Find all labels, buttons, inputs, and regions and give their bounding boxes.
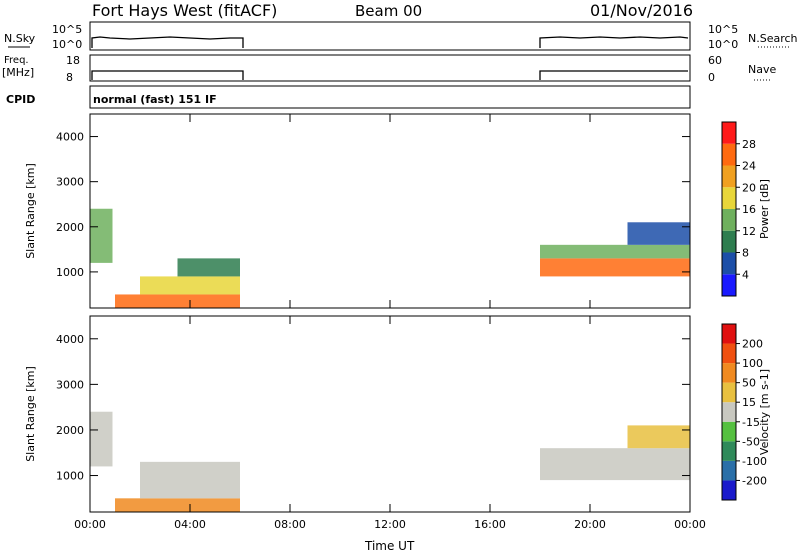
velocity-colorbar-tick-label: -15: [742, 416, 760, 429]
velocity-colorbar-frame: [721, 323, 737, 501]
power-colorbar-tick-label: 24: [742, 160, 756, 173]
velocity-colorbar-tick-label: 200: [742, 338, 763, 351]
power-colorbar-swatch: [722, 187, 736, 209]
power-ytick-label: 4000: [56, 131, 84, 144]
power-data-block: [140, 276, 240, 295]
power-colorbar-label: Power [dB]: [758, 179, 771, 239]
velocity-colorbar-tick-label: -100: [742, 455, 767, 468]
velocity-colorbar-label: Velocity [m s-1]: [758, 369, 771, 455]
velocity-colorbar-swatch: [722, 382, 736, 403]
power-data-block: [177, 258, 240, 277]
nsearch-label: N.Search: [748, 32, 798, 45]
freq-label-1: Freq.: [4, 55, 29, 66]
velocity-ytick-label: 3000: [56, 378, 84, 391]
velocity-xtick-label: 00:00: [674, 518, 706, 531]
velocity-panel: 1000 2000 3000 4000 00:00 04:00 08:00 12:00 16:0…: [24, 315, 771, 531]
velocity-data-block: [140, 461, 240, 499]
power-colorbar-swatch: [722, 143, 736, 166]
velocity-xtick-label: 20:00: [574, 518, 606, 531]
velocity-colorbar-tick-label: 100: [742, 357, 763, 370]
power-colorbar-tick-label: 8: [742, 247, 749, 260]
power-data-block: [90, 208, 113, 263]
power-data-block: [540, 244, 690, 259]
power-colorbar-swatch: [722, 165, 736, 188]
power-colorbar-swatch: [722, 274, 736, 296]
velocity-data-block: [540, 448, 690, 481]
nsky-label: N.Sky: [4, 32, 36, 45]
nsearch-tick-bottom: 10^0: [708, 38, 738, 51]
velocity-xtick-label: 08:00: [274, 518, 306, 531]
velocity-colorbar-swatch: [722, 480, 736, 500]
velocity-data-block: [90, 411, 113, 467]
x-axis-title: Time UT: [364, 539, 415, 553]
power-colorbar-tick-label: 20: [742, 181, 756, 194]
nsearch-tick-top: 10^5: [708, 23, 738, 36]
power-data-block: [627, 222, 690, 245]
nsky-trace-evening: [539, 36, 689, 48]
freq-panel: Freq. [MHz] 18 8 60 0 Nave: [2, 54, 776, 84]
velocity-xtick-label: 12:00: [374, 518, 406, 531]
velocity-colorbar-swatch: [722, 460, 736, 481]
velocity-ylabel: Slant Range [km]: [24, 366, 37, 462]
power-colorbar-tick-label: 16: [742, 203, 756, 216]
power-colorbar-swatch: [722, 230, 736, 253]
power-colorbar-swatch: [722, 209, 736, 231]
beam-title: Beam 00: [355, 2, 422, 20]
velocity-colorbar-swatch: [722, 421, 736, 442]
velocity-colorbar-swatch: [722, 402, 736, 422]
velocity-colorbar-swatch: [722, 441, 736, 461]
freq-tick-top: 18: [66, 54, 80, 67]
velocity-colorbar-swatch: [722, 324, 736, 344]
power-ylabel: Slant Range [km]: [24, 163, 37, 259]
power-panel: 1000 2000 3000 4000 Slant Range [km] 4 8 12 16 20…: [24, 113, 771, 309]
power-data-block: [540, 258, 690, 277]
power-ytick-label: 1000: [56, 266, 84, 279]
velocity-xtick-label: 00:00: [74, 518, 106, 531]
velocity-data-block: [627, 425, 690, 449]
nave-label: Nave: [748, 63, 776, 76]
cpid-panel: CPID normal (fast) 151 IF: [6, 85, 691, 109]
nsky-trace-morning: [91, 36, 244, 48]
velocity-colorbar-tick-label: -200: [742, 474, 767, 487]
power-colorbar-swatch: [722, 252, 736, 275]
power-colorbar-tick-label: 4: [742, 268, 749, 281]
velocity-colorbar-swatch: [722, 363, 736, 383]
velocity-ytick-label: 1000: [56, 470, 84, 483]
velocity-colorbar-tick-label: -50: [742, 435, 760, 448]
nave-tick-bottom: 0: [708, 71, 715, 84]
freq-tick-bottom: 8: [66, 71, 73, 84]
date-title: 01/Nov/2016: [590, 1, 693, 20]
velocity-ytick-label: 4000: [56, 333, 84, 346]
velocity-xtick-label: 16:00: [474, 518, 506, 531]
freq-trace-evening: [539, 70, 688, 80]
power-ytick-label: 2000: [56, 221, 84, 234]
nave-tick-top: 60: [708, 54, 722, 67]
station-title: Fort Hays West (fitACF): [92, 1, 277, 20]
velocity-data-block: [115, 498, 240, 512]
velocity-ytick-label: 2000: [56, 424, 84, 437]
power-colorbar-swatch: [722, 122, 736, 144]
velocity-colorbar-swatch: [722, 343, 736, 364]
velocity-colorbar-tick-label: 15: [742, 396, 756, 409]
nsky-tick-top: 10^5: [52, 23, 82, 36]
freq-label-2: [MHz]: [2, 66, 34, 79]
nsky-tick-bottom: 10^0: [52, 38, 82, 51]
velocity-xtick-label: 04:00: [174, 518, 206, 531]
power-colorbar-tick-label: 28: [742, 138, 756, 151]
power-data-block: [115, 294, 240, 308]
nsky-panel: N.Sky 10^5 10^0 10^5 10^0 N.Search: [4, 21, 798, 51]
cpid-label: CPID: [6, 93, 35, 106]
freq-trace-morning: [91, 70, 244, 80]
velocity-colorbar-tick-label: 50: [742, 377, 756, 390]
power-colorbar-tick-label: 12: [742, 225, 756, 238]
cpid-value: normal (fast) 151 IF: [93, 93, 217, 106]
power-ytick-label: 3000: [56, 176, 84, 189]
